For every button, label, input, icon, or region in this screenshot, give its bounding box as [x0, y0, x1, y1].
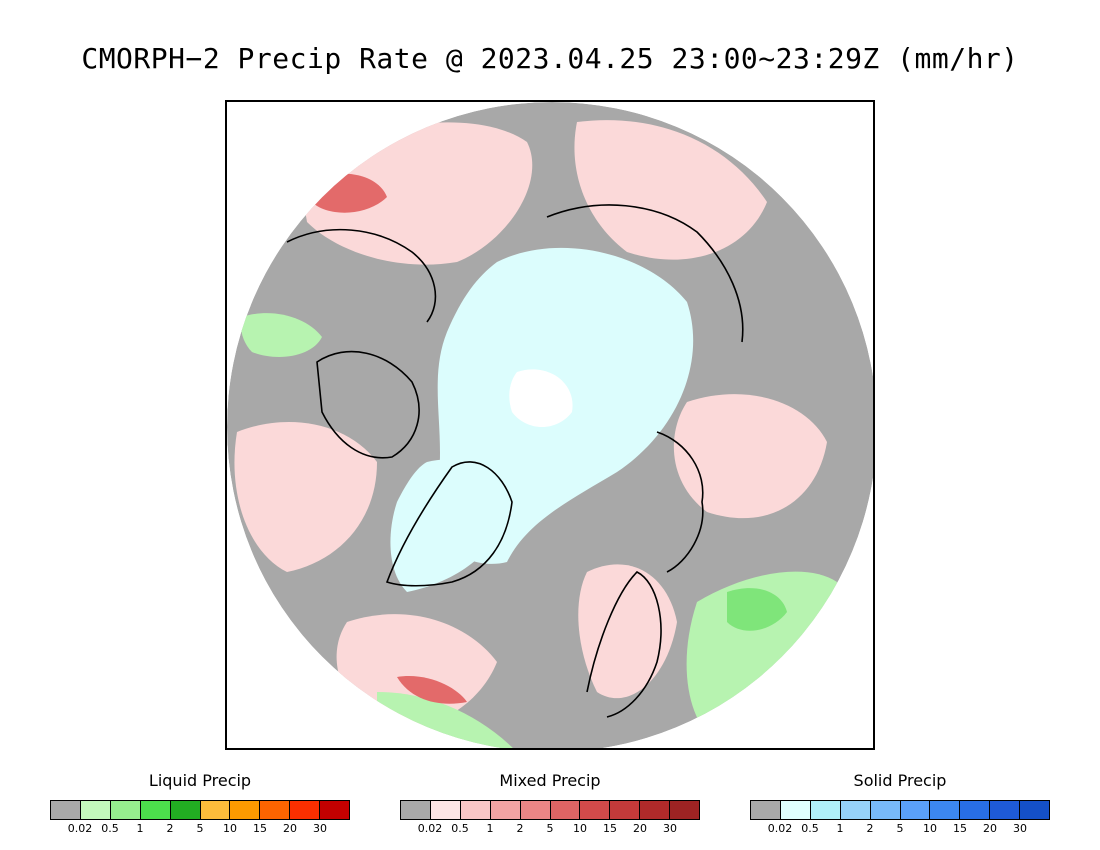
liquid-precip-core — [727, 588, 787, 631]
legend-swatch — [900, 801, 931, 819]
legend-swatch — [320, 801, 350, 819]
precip-map-canvas — [227, 102, 873, 748]
legend-swatch — [80, 801, 111, 819]
solid-precip-core — [509, 369, 573, 427]
liquid-precip-eastern-europe — [686, 571, 837, 742]
mixed-precip-region-scandinavia — [578, 564, 677, 699]
legend-swatch — [780, 801, 811, 819]
mixed-precip-region-siberia-north — [574, 120, 767, 260]
legend-swatch — [810, 801, 841, 819]
legend-swatch — [230, 801, 261, 819]
legend-solid: Solid Precip 0.02 0.5 1 2 5 10 15 20 30 — [750, 770, 1050, 836]
legend-tick-label: 10 — [923, 822, 937, 835]
legend-swatch — [960, 801, 991, 819]
legend-swatch — [490, 801, 521, 819]
legend-swatch — [200, 801, 231, 819]
legend-swatch — [1020, 801, 1050, 819]
legend-tick-labels: 0.02 0.5 1 2 5 10 15 20 30 — [750, 822, 1050, 836]
coastline-canadian-archipelago — [316, 350, 420, 459]
legend-swatch — [930, 801, 961, 819]
legend-swatch — [140, 801, 171, 819]
legend-tick-label: 20 — [283, 822, 297, 835]
legend-mixed: Mixed Precip 0.02 0.5 1 2 5 10 15 20 30 — [400, 770, 700, 836]
legend-title: Mixed Precip — [499, 771, 601, 790]
precip-field — [227, 102, 873, 748]
legend-tick-label: 2 — [516, 822, 524, 835]
legend-tick-label: 1 — [136, 822, 144, 835]
legend-swatch — [550, 801, 581, 819]
legend-tick-label: 20 — [633, 822, 647, 835]
legend-colorbar — [400, 800, 700, 820]
legend-tick-label: 0.5 — [801, 822, 819, 835]
legend-swatch — [401, 801, 431, 819]
legend-tick-label: 10 — [223, 822, 237, 835]
legend-swatch — [840, 801, 871, 819]
coastline-scandinavia — [586, 571, 662, 718]
legend-swatch — [260, 801, 291, 819]
legend-tick-label: 0.5 — [451, 822, 469, 835]
legend-tick-label: 30 — [663, 822, 677, 835]
legend-tick-label: 1 — [486, 822, 494, 835]
polar-map — [225, 100, 875, 750]
legend-tick-labels: 0.02 0.5 1 2 5 10 15 20 30 — [400, 822, 700, 836]
liquid-precip-west-canada — [240, 313, 322, 357]
legend-swatch — [580, 801, 611, 819]
legend-swatch — [870, 801, 901, 819]
legend-tick-label: 15 — [603, 822, 617, 835]
legend-swatch — [751, 801, 781, 819]
legend-tick-label: 20 — [983, 822, 997, 835]
legend-tick-label: 10 — [573, 822, 587, 835]
legend-swatch — [170, 801, 201, 819]
legend-swatch — [670, 801, 700, 819]
coastline-eurasia-north — [656, 431, 704, 573]
legend-swatch — [990, 801, 1021, 819]
legend-swatch — [460, 801, 491, 819]
legend-swatch — [520, 801, 551, 819]
legend-tick-label: 0.02 — [767, 822, 793, 835]
mixed-precip-region-eurasia — [673, 394, 827, 519]
legend-tick-label: 2 — [166, 822, 174, 835]
coastline-siberia — [546, 204, 744, 343]
legend-tick-label: 2 — [866, 822, 874, 835]
legend-swatch — [110, 801, 141, 819]
legend-title: Liquid Precip — [148, 771, 252, 790]
legend-tick-label: 5 — [196, 822, 204, 835]
legend-tick-labels: 0.02 0.5 1 2 5 10 15 20 30 — [50, 822, 350, 836]
legend-title: Solid Precip — [853, 771, 947, 790]
legend-swatch — [290, 801, 321, 819]
legend-swatch — [640, 801, 671, 819]
legend-tick-label: 0.02 — [67, 822, 93, 835]
legend-tick-label: 15 — [253, 822, 267, 835]
legend-tick-label: 0.02 — [417, 822, 443, 835]
coastline-alaska — [286, 228, 437, 323]
legend-tick-label: 15 — [953, 822, 967, 835]
legend-tick-label: 0.5 — [101, 822, 119, 835]
legend-colorbar — [50, 800, 350, 820]
legend-swatch — [51, 801, 81, 819]
coastlines — [286, 204, 744, 718]
mixed-precip-atlantic-band — [397, 676, 467, 704]
legend-tick-label: 1 — [836, 822, 844, 835]
legend-colorbar — [750, 800, 1050, 820]
legend-tick-label: 5 — [546, 822, 554, 835]
legend-tick-label: 30 — [313, 822, 327, 835]
map-title: CMORPH−2 Precip Rate @ 2023.04.25 23:00~… — [81, 42, 1019, 75]
coastline-greenland — [385, 461, 513, 587]
legend-swatch — [610, 801, 641, 819]
legend-swatch — [430, 801, 461, 819]
legend-liquid: Liquid Precip 0.02 0.5 1 2 5 10 15 20 30 — [50, 770, 350, 836]
legend-tick-label: 30 — [1013, 822, 1027, 835]
solid-precip-greenland — [390, 459, 507, 592]
legend-tick-label: 5 — [896, 822, 904, 835]
mixed-precip-region-canada — [234, 422, 377, 572]
